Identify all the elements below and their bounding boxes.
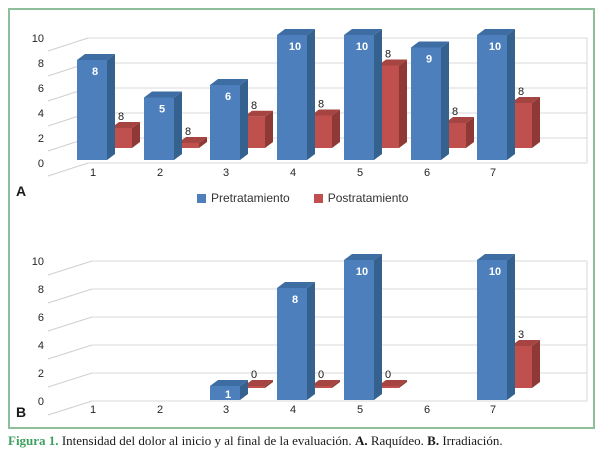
chart-text: 6: [225, 91, 231, 103]
caption-figure-number: Figura 1.: [8, 433, 59, 448]
bar-postratamiento-A-7: [511, 97, 540, 148]
panel-label-b: B: [16, 404, 27, 420]
bar-postratamiento-B-3: [244, 380, 273, 388]
legend-label-pretratamiento: Pretratamiento: [211, 191, 290, 205]
bar-postratamiento-A-5: [378, 59, 407, 148]
chart-text: 6: [424, 404, 430, 416]
chart-text: 10: [289, 41, 301, 53]
legend-item-postratamiento: Postratamiento: [313, 191, 409, 205]
chart-text: 10: [489, 266, 501, 278]
chart-text: 2: [38, 133, 44, 145]
chart-text: 7: [490, 167, 496, 179]
bar-pretratamiento-B-7: [477, 254, 515, 400]
figure-caption: Figura 1. Intensidad del dolor al inicio…: [8, 433, 602, 449]
bar-pretratamiento-A-1: [77, 54, 115, 160]
chart-text: 0: [251, 369, 257, 381]
bar-postratamiento-B-7: [511, 340, 540, 388]
chart-text: 0: [38, 158, 44, 170]
chart-text: 2: [157, 167, 163, 179]
chart-text: 0: [318, 369, 324, 381]
chart-text: 6: [38, 312, 44, 324]
chart-text: 8: [251, 100, 257, 112]
chart-text: 7: [490, 404, 496, 416]
bar-postratamiento-A-3: [244, 110, 273, 148]
panel-label-a: A: [16, 183, 27, 199]
caption-b-text: Irradiación.: [439, 433, 503, 448]
bar-pretratamiento-A-4: [277, 29, 315, 160]
chart-text: 6: [424, 167, 430, 179]
bar-postratamiento-A-1: [111, 122, 140, 148]
chart-text: 6: [38, 83, 44, 95]
postratamiento-swatch-icon: [313, 193, 323, 203]
chart-text: 0: [38, 396, 44, 408]
chart-text: 10: [356, 266, 368, 278]
chart-legend: Pretratamiento Postratamiento: [197, 191, 408, 205]
chart-text: 10: [32, 256, 44, 268]
pretratamiento-swatch-icon: [197, 193, 206, 203]
chart-text: 8: [452, 106, 458, 118]
bar-postratamiento-A-2: [178, 137, 207, 148]
bar-postratamiento-A-6: [445, 117, 474, 148]
caption-body: Intensidad del dolor al inicio y al fina…: [58, 433, 355, 448]
chart-text: 5: [159, 104, 165, 116]
bar-pretratamiento-A-3: [210, 79, 248, 160]
bar-pretratamiento-A-7: [477, 29, 515, 160]
chart-text: 1: [90, 167, 96, 179]
bar-pretratamiento-B-3: [210, 380, 248, 400]
chart-text: 0: [385, 369, 391, 381]
chart-text: 2: [157, 404, 163, 416]
bar-pretratamiento-A-5: [344, 29, 382, 160]
chart-text: 4: [290, 404, 296, 416]
chart-text: 8: [118, 111, 124, 123]
legend-item-pretratamiento: Pretratamiento: [197, 191, 290, 205]
chart-text: 8: [385, 49, 391, 61]
chart-text: 2: [38, 368, 44, 380]
bar-pretratamiento-A-6: [411, 41, 449, 160]
chart-text: 8: [292, 294, 298, 306]
caption-a-bold: A.: [354, 433, 368, 448]
bar-pretratamiento-B-5: [344, 254, 382, 400]
chart-text: 8: [38, 58, 44, 70]
chart-text: 3: [223, 404, 229, 416]
chart-text: 3: [518, 329, 524, 341]
chart-text: 3: [223, 167, 229, 179]
chart-text: 8: [518, 86, 524, 98]
chart-text: 4: [38, 340, 44, 352]
bar-pretratamiento-A-2: [144, 91, 182, 160]
bar-postratamiento-A-4: [311, 109, 340, 148]
chart-text: 4: [38, 108, 44, 120]
chart-text: 8: [318, 99, 324, 111]
chart-text: 10: [489, 41, 501, 53]
chart-text: 5: [357, 167, 363, 179]
chart-text: 5: [357, 404, 363, 416]
chart-text: 4: [290, 167, 296, 179]
chart-text: 8: [185, 126, 191, 138]
chart-text: 9: [426, 54, 432, 66]
caption-b-bold: B.: [427, 433, 440, 448]
bar-pretratamiento-B-4: [277, 282, 315, 400]
caption-a-text: Raquídeo.: [367, 433, 428, 448]
chart-text: 8: [38, 284, 44, 296]
chart-text: 8: [92, 66, 98, 78]
chart-text: 10: [32, 33, 44, 45]
bar-postratamiento-B-5: [378, 380, 407, 388]
bar-postratamiento-B-4: [311, 380, 340, 388]
chart-text: 1: [225, 389, 231, 401]
legend-label-postratamiento: Postratamiento: [327, 191, 409, 205]
chart-text: 1: [90, 404, 96, 416]
chart-text: 10: [356, 41, 368, 53]
